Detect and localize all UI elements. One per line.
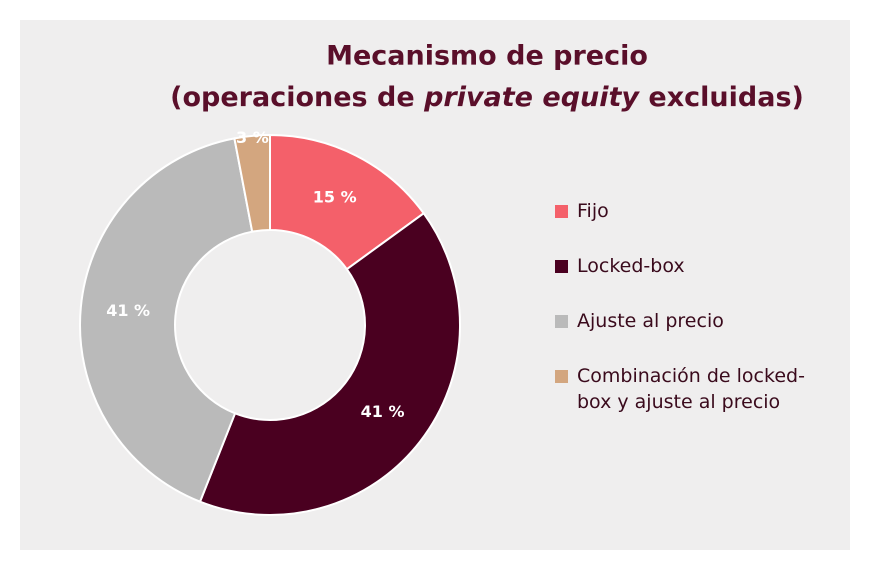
legend-entry: Combinación de locked-box y ajuste al pr… bbox=[555, 363, 815, 415]
legend-entry: Ajuste al precio bbox=[555, 308, 815, 334]
legend-swatch bbox=[555, 370, 568, 383]
legend-entry: Fijo bbox=[555, 198, 815, 224]
legend-label: Ajuste al precio bbox=[577, 310, 724, 332]
legend-swatch bbox=[555, 315, 568, 328]
slice bbox=[198, 211, 461, 516]
legend-label: Fijo bbox=[577, 200, 609, 222]
value-label: 3 % bbox=[236, 128, 269, 147]
slice bbox=[79, 137, 254, 503]
chart-subtitle: (operaciones de private equity excluidas… bbox=[170, 82, 804, 113]
legend-swatch bbox=[555, 260, 568, 273]
legend-entry: Locked-box bbox=[555, 253, 815, 279]
value-label: 41 % bbox=[106, 301, 150, 320]
legend-swatch bbox=[555, 205, 568, 218]
chart-title: Mecanismo de precio bbox=[326, 41, 648, 72]
title-part: private equity bbox=[423, 82, 640, 113]
title-part: excluidas) bbox=[639, 82, 804, 113]
value-label: 41 % bbox=[361, 402, 405, 421]
legend: Fijo Locked-box Ajuste al precio Combinació… bbox=[555, 198, 815, 444]
legend-label: Combinación de locked-box y ajuste al pr… bbox=[577, 365, 805, 413]
slice bbox=[233, 133, 271, 233]
value-label: 15 % bbox=[313, 188, 357, 207]
legend-label: Locked-box bbox=[577, 255, 685, 277]
title-part: (operaciones de bbox=[170, 82, 424, 113]
